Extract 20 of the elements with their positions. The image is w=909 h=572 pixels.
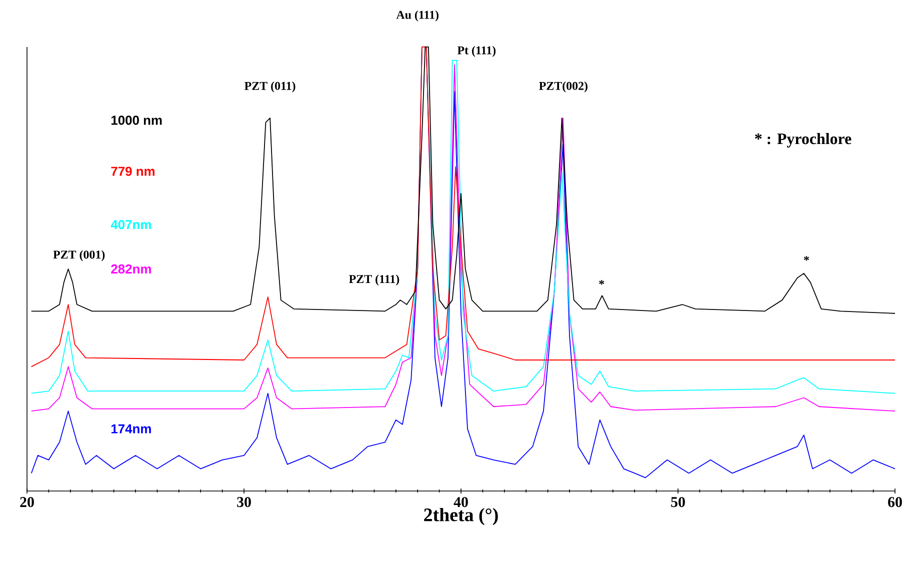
annotation: Pt (111) — [457, 46, 496, 57]
annotation: PZT (111) — [349, 274, 400, 286]
text: Au (111) — [396, 10, 439, 22]
x-axis-title: 2theta (°) — [424, 508, 498, 526]
annotation: PZT (001) — [53, 250, 105, 262]
text: 174nm — [111, 424, 151, 434]
annotation: * : Pyrochlore — [755, 132, 852, 148]
x-tick-label: 20 — [20, 497, 34, 508]
x-tick-label: 50 — [671, 497, 685, 508]
text: 407nm — [110, 220, 151, 230]
annotation: PZT(002) — [539, 82, 588, 92]
text: 1000 nm — [111, 116, 162, 125]
x-tick-label: 60 — [888, 497, 902, 508]
text: 779 nm — [111, 166, 154, 176]
annotation: * — [804, 256, 809, 261]
text: 282nm — [111, 264, 151, 274]
x-tick-label: 40 — [454, 497, 468, 508]
x-tick-label: 30 — [237, 497, 251, 508]
annotation: PZT (011) — [244, 82, 296, 92]
annotation: * — [599, 280, 604, 285]
